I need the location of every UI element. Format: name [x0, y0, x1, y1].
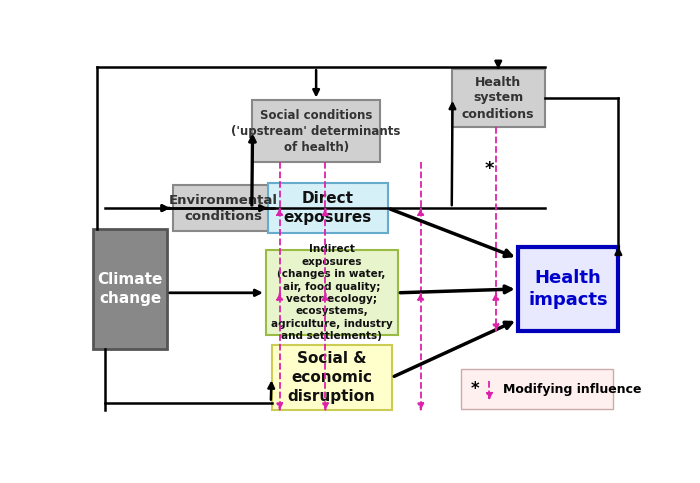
Text: Social &
economic
disruption: Social & economic disruption: [288, 352, 376, 404]
Text: Climate
change: Climate change: [97, 272, 163, 306]
FancyBboxPatch shape: [267, 183, 388, 233]
FancyBboxPatch shape: [452, 69, 545, 127]
Text: Indirect
exposures
(changes in water,
air, food quality;
vector ecology;
ecosyst: Indirect exposures (changes in water, ai…: [271, 244, 393, 341]
FancyBboxPatch shape: [266, 251, 398, 335]
FancyBboxPatch shape: [461, 369, 612, 409]
FancyBboxPatch shape: [252, 100, 380, 162]
Text: Health
impacts: Health impacts: [528, 269, 608, 309]
FancyBboxPatch shape: [173, 185, 274, 231]
Text: Modifying influence: Modifying influence: [503, 383, 641, 396]
Text: Health
system
conditions: Health system conditions: [462, 75, 535, 120]
Text: *: *: [471, 380, 480, 398]
FancyBboxPatch shape: [272, 345, 392, 410]
Text: Environmental
conditions: Environmental conditions: [169, 194, 278, 223]
Text: *: *: [485, 160, 494, 178]
Text: Direct
exposures: Direct exposures: [284, 191, 372, 225]
Text: Social conditions
('upstream' determinants
of health): Social conditions ('upstream' determinan…: [232, 109, 401, 154]
FancyBboxPatch shape: [517, 247, 618, 331]
FancyBboxPatch shape: [93, 229, 167, 349]
